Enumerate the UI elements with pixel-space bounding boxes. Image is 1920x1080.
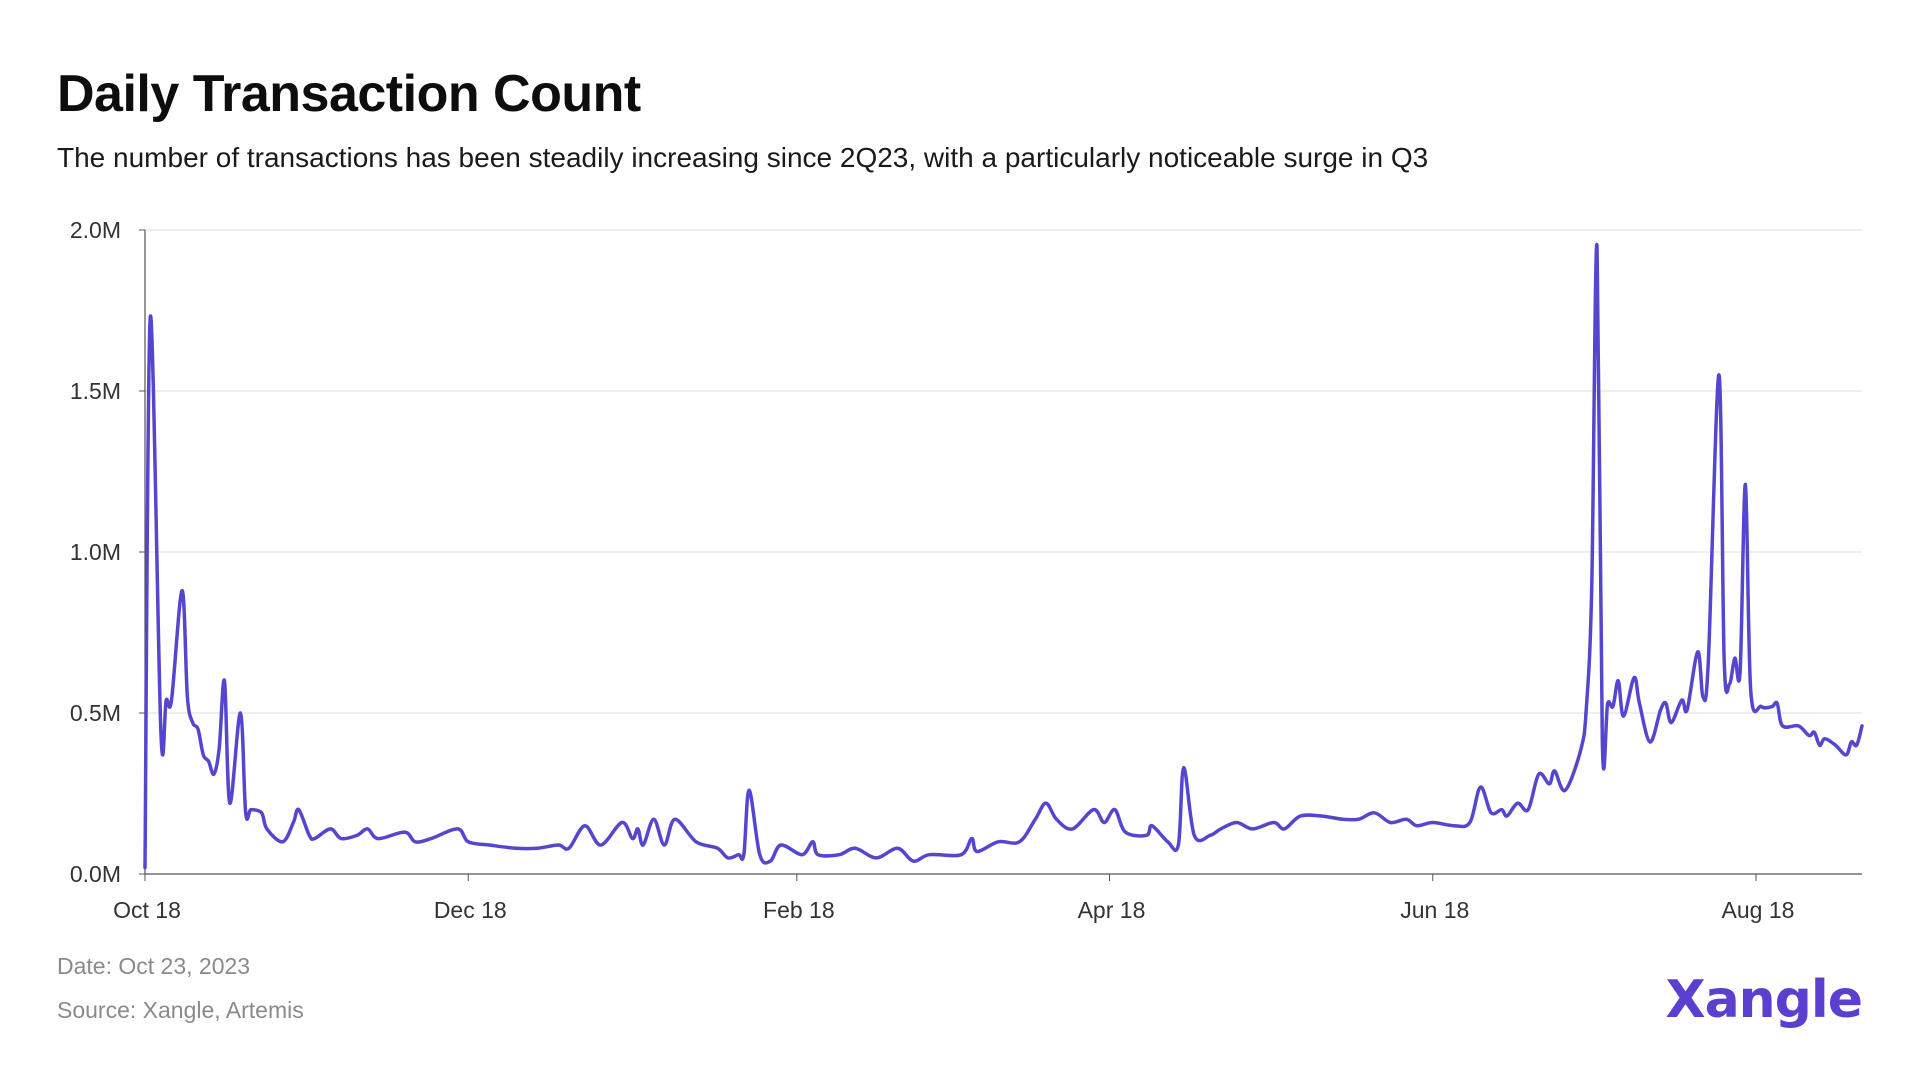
chart-title: Daily Transaction Count [57,65,641,123]
y-tick-label: 1.0M [70,539,121,565]
transaction-count-line [143,242,1864,870]
y-tick-label: 2.0M [70,217,121,243]
x-tick-label: Feb 18 [763,897,835,923]
xangle-logo: Xangle [1665,970,1863,1030]
x-axis: Oct 18 Dec 18 Feb 18 Apr 18 Jun 18 Aug 18 [113,873,1862,923]
x-tick-label: Jun 18 [1400,897,1469,923]
line-chart: 0.0M 0.5M 1.0M 1.5M 2.0M Oct 18 Dec 18 Feb 18 A… [70,217,1864,923]
x-tick-label: Oct 18 [113,897,181,923]
gridlines [145,229,1862,714]
x-tick-label: Dec 18 [434,897,507,923]
series-layer [143,242,1864,870]
y-tick-label: 0.5M [70,700,121,726]
x-tick-label: Apr 18 [1078,897,1146,923]
y-tick-label: 1.5M [70,378,121,404]
chart-subtitle: The number of transactions has been stea… [57,142,1429,173]
source-note: Source: Xangle, Artemis [57,997,304,1023]
date-note: Date: Oct 23, 2023 [57,953,251,979]
y-axis: 0.0M 0.5M 1.0M 1.5M 2.0M [70,217,146,887]
y-tick-label: 0.0M [70,861,121,887]
x-tick-label: Aug 18 [1722,897,1795,923]
